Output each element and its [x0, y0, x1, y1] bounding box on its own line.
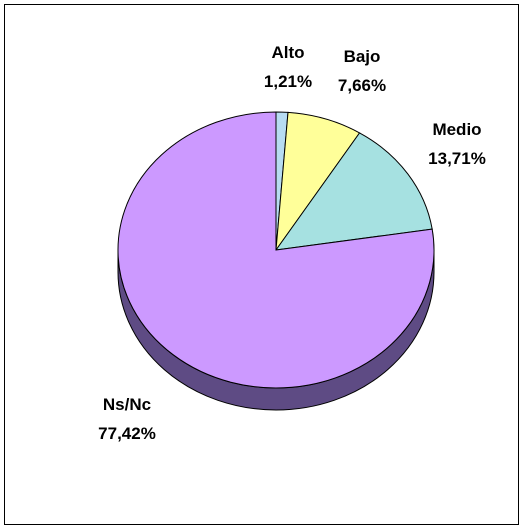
- pie-top-layer: [117, 111, 435, 389]
- pie-slice-medio: [274, 132, 433, 251]
- slice-label-value: 1,21%: [264, 72, 312, 91]
- slice-label-name: Medio: [432, 120, 481, 139]
- slice-label-value: 77,42%: [98, 424, 156, 443]
- pie-slice-ns-nc: [117, 111, 435, 389]
- slice-label-name: Bajo: [344, 47, 381, 66]
- slice-label-value: 13,71%: [428, 149, 486, 168]
- pie-label-layer: Alto 1,21% Bajo 7,66% Medio 13,71% Ns/Nc 77,42%: [98, 43, 486, 443]
- slice-label-value: 7,66%: [338, 76, 386, 95]
- slice-label-name: Ns/Nc: [103, 395, 151, 414]
- slice-label-name: Alto: [271, 43, 304, 62]
